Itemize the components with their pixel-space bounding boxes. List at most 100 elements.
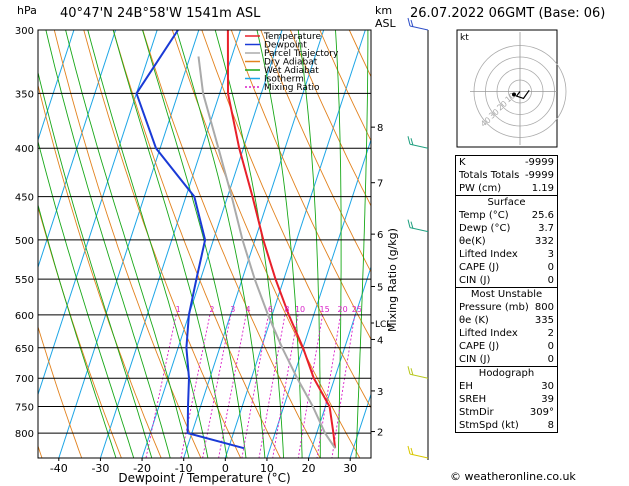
surface-value: 25.6 bbox=[531, 210, 554, 221]
dry-adiabat-line bbox=[142, 30, 321, 458]
dry-adiabat-line bbox=[53, 30, 202, 458]
isotherm-line bbox=[38, 30, 117, 269]
km-tick-label: 8 bbox=[377, 123, 383, 134]
wind-barb-flag bbox=[407, 136, 411, 145]
legend-label: Dry Adiabat bbox=[264, 58, 318, 68]
hodo-row: StmSpd (kt) 8 bbox=[456, 419, 557, 432]
unstable-title: Most Unstable bbox=[470, 289, 543, 300]
dry-adiabat-line bbox=[171, 30, 361, 458]
hodo-row: SREH 39 bbox=[456, 393, 557, 406]
pressure-tick-label: 350 bbox=[15, 89, 34, 100]
unstable-value: 2 bbox=[547, 328, 554, 339]
hodo-label: EH bbox=[459, 381, 473, 392]
series-dewpoint-line bbox=[135, 30, 245, 450]
axes-layer: 1 2 3 4 6 8 10 15 20 2530035040045050055060065070… bbox=[15, 17, 429, 485]
unstable-row: CIN (J) 0 bbox=[456, 353, 557, 366]
pressure-tick-label: 600 bbox=[15, 311, 34, 322]
unstable-value: 0 bbox=[547, 341, 554, 352]
hodo-value: 39 bbox=[541, 394, 554, 405]
wet-adiabat-line bbox=[256, 30, 303, 458]
index-row: K -9999 bbox=[456, 156, 557, 169]
wind-barb-flag bbox=[407, 17, 411, 27]
unstable-row: CAPE (J) 0 bbox=[456, 340, 557, 353]
unstable-label: θe (K) bbox=[459, 315, 489, 326]
surface-label: CAPE (J) bbox=[459, 262, 500, 273]
hodo-label: SREH bbox=[459, 394, 487, 405]
background-lines bbox=[0, 30, 629, 458]
pressure-tick-label: 300 bbox=[15, 26, 34, 37]
pressure-tick-label: 550 bbox=[15, 275, 34, 286]
dry-adiabat-line bbox=[319, 30, 371, 142]
surface-value: 3 bbox=[547, 249, 554, 260]
wet-adiabat-line bbox=[176, 30, 266, 458]
mixing-ratio-label: 15 bbox=[319, 305, 329, 314]
surface-label: Lifted Index bbox=[459, 249, 518, 260]
mixing-ratio-label: 25 bbox=[352, 305, 362, 314]
dry-adiabat-line bbox=[38, 83, 162, 458]
hodograph-frame bbox=[456, 29, 558, 148]
surface-value: 332 bbox=[534, 236, 554, 247]
dry-adiabat-line bbox=[556, 30, 629, 458]
km-tick-label: 2 bbox=[377, 428, 383, 439]
index-row: PW (cm) 1.19 bbox=[456, 182, 557, 195]
isotherm-line bbox=[58, 30, 200, 458]
dry-adiabat-line bbox=[615, 30, 629, 458]
mixing-ratio-label: 2 bbox=[209, 305, 214, 314]
index-label: Totals Totals bbox=[459, 170, 520, 181]
mixing-ratio-axis-title: Mixing Ratio (g/kg) bbox=[386, 228, 399, 332]
x-tick-label: 20 bbox=[302, 462, 316, 475]
wet-adiabat-line bbox=[38, 70, 153, 458]
hodo-label: StmDir bbox=[459, 407, 494, 418]
wet-adiabat-line bbox=[335, 30, 342, 458]
x-tick-label: -40 bbox=[50, 462, 68, 475]
plot-frame bbox=[37, 29, 372, 459]
hodo-value: 30 bbox=[541, 381, 554, 392]
datetime-title: 26.07.2022 06GMT (Base: 06) bbox=[410, 6, 606, 21]
km-tick-label: 4 bbox=[377, 335, 383, 346]
mixing-ratio-label: 10 bbox=[295, 305, 305, 314]
pressure-tick-label: 450 bbox=[15, 193, 34, 204]
height-unit-km: km bbox=[375, 4, 393, 17]
surface-label: Temp (°C) bbox=[459, 210, 509, 221]
unstable-row: θe (K) 335 bbox=[456, 314, 557, 327]
dry-adiabat-line bbox=[0, 30, 2, 458]
mixing-ratio-label: 8 bbox=[284, 305, 289, 314]
wind-barb-flag bbox=[407, 445, 411, 455]
legend-label: Isotherm bbox=[264, 75, 304, 85]
wind-barb bbox=[407, 445, 429, 459]
wet-adiabat-line bbox=[38, 203, 117, 458]
isotherm-line bbox=[308, 265, 371, 458]
wet-adiabat-line bbox=[297, 30, 321, 458]
dry-adiabat-line bbox=[260, 30, 371, 273]
surface-row: θe(K) 332 bbox=[456, 235, 557, 248]
mixing-ratio-line bbox=[218, 314, 247, 458]
mixing-ratio-line bbox=[297, 314, 324, 458]
dry-adiabat-line bbox=[38, 325, 83, 458]
series-layer bbox=[135, 30, 337, 450]
mixing-ratio-label: 6 bbox=[268, 305, 273, 314]
mixing-ratio-line bbox=[272, 314, 299, 458]
dry-adiabat-line bbox=[112, 30, 281, 458]
dry-adiabat-line bbox=[230, 30, 371, 341]
mixing-ratio-line bbox=[180, 314, 211, 458]
dry-adiabat-line bbox=[83, 30, 242, 458]
unstable-row: Lifted Index 2 bbox=[456, 327, 557, 340]
x-tick-label: -30 bbox=[91, 462, 109, 475]
mixing-ratio-line bbox=[241, 314, 269, 458]
isotherm-line bbox=[266, 138, 371, 458]
legend-label: Parcel Trajectory bbox=[264, 49, 339, 59]
wind-barb bbox=[407, 366, 429, 379]
wind-barb-flag bbox=[410, 221, 414, 229]
x-tick-label: -20 bbox=[133, 462, 151, 475]
index-label: PW (cm) bbox=[459, 183, 502, 194]
wind-barb-flag bbox=[410, 368, 414, 376]
index-value: 1.19 bbox=[531, 183, 554, 194]
surface-value: 3.7 bbox=[538, 223, 554, 234]
credit: © weatheronline.co.uk bbox=[450, 470, 576, 483]
dry-adiabat-line bbox=[289, 30, 371, 207]
surface-row: CIN (J) 0 bbox=[456, 274, 557, 287]
unstable-label: CAPE (J) bbox=[459, 341, 500, 352]
wind-barb-flag bbox=[410, 447, 414, 456]
km-tick-label: 5 bbox=[377, 283, 383, 294]
